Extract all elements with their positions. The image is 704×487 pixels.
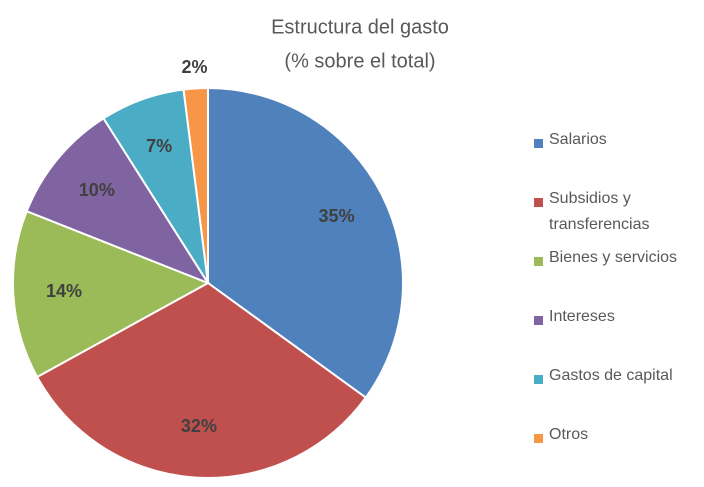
data-label: 7%: [146, 136, 172, 156]
legend-swatch: [534, 257, 543, 266]
legend-label: Gastos de capital: [549, 367, 673, 384]
legend-label: Subsidios y transferencias: [549, 190, 650, 233]
data-label: 14%: [46, 281, 82, 301]
data-label: 2%: [181, 57, 207, 77]
data-label: 10%: [79, 180, 115, 200]
legend-item: Salarios: [534, 131, 699, 192]
pie-slice: [207, 86, 404, 400]
pie-slice: [182, 86, 209, 284]
pie-slice: [25, 116, 211, 286]
legend-item: Otros: [534, 426, 699, 487]
legend-swatch: [534, 316, 543, 325]
legend-swatch: [534, 198, 543, 207]
legend-swatch: [534, 434, 543, 443]
legend-item: Intereses: [534, 308, 699, 369]
legend-label: Salarios: [549, 131, 607, 148]
chart-title: Estructura del gasto: [271, 16, 449, 38]
pie-slice: [35, 281, 368, 479]
legend-item: Bienes y servicios: [534, 249, 699, 310]
chart-subtitle: (% sobre el total): [284, 50, 435, 72]
legend-label: Otros: [549, 426, 589, 443]
legend-swatch: [534, 375, 543, 384]
legend-label: Intereses: [549, 308, 615, 325]
data-label: 35%: [319, 206, 355, 226]
legend-swatch: [534, 139, 543, 148]
legend-item: Gastos de capital: [534, 367, 699, 428]
data-label: 32%: [181, 416, 217, 436]
legend-label: Bienes y servicios: [549, 249, 678, 266]
pie-slice: [12, 209, 211, 379]
legend-item: Subsidios y transferencias: [534, 190, 699, 251]
